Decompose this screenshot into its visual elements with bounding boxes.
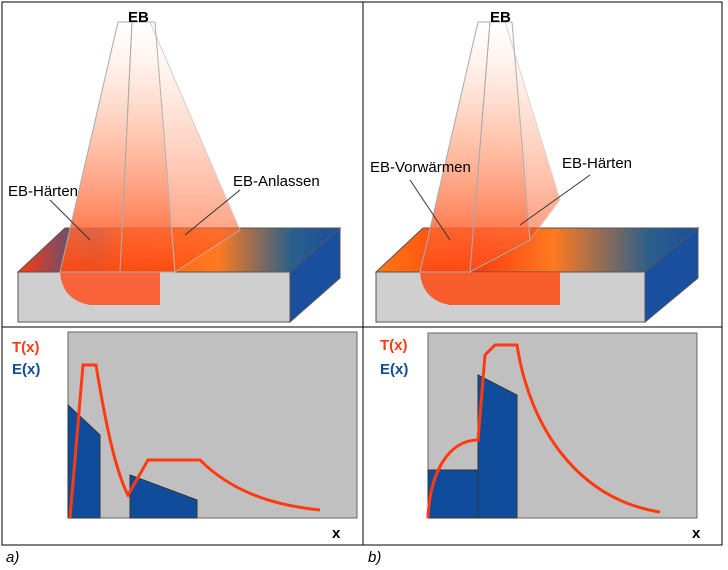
temperature-curve [68, 363, 321, 519]
temperature-curve [426, 343, 661, 519]
plot-area [67, 331, 358, 519]
label: EB-Härten [8, 183, 78, 200]
plot-a: T(x) E(x) x a) [6, 331, 358, 566]
block-side [289, 226, 341, 324]
beam-label: EB [490, 9, 511, 26]
leader [519, 174, 591, 226]
hardness-region [129, 474, 198, 519]
illustration-b: EB EB-Vorwärmen EB-Härten [370, 9, 700, 324]
leader [184, 189, 241, 236]
caption: b) [368, 549, 381, 566]
plot-b: T(x) E(x) x b) [368, 332, 701, 566]
frame [1, 1, 723, 546]
curve-label: T(x) [380, 337, 408, 354]
axis-label: x [332, 525, 341, 542]
curve-label: E(x) [380, 361, 408, 378]
beam [59, 21, 133, 273]
curve-label: T(x) [12, 339, 40, 356]
block-side [644, 226, 699, 324]
caption: a) [6, 549, 19, 566]
leader [49, 199, 91, 241]
leader [409, 179, 451, 241]
label: EB-Anlassen [233, 173, 320, 190]
hardness-region [477, 374, 518, 519]
label: EB-Vorwärmen [370, 159, 471, 176]
beam [149, 21, 241, 273]
heat-zone [420, 272, 560, 305]
curve-label: E(x) [12, 361, 40, 378]
beam [504, 21, 561, 242]
heat-zone [60, 272, 160, 305]
beam-label: EB [128, 9, 149, 26]
axis-label: x [692, 525, 701, 542]
label: EB-Härten [562, 155, 632, 172]
illustration-a: EB EB-Härten EB-Anlassen [8, 9, 342, 324]
